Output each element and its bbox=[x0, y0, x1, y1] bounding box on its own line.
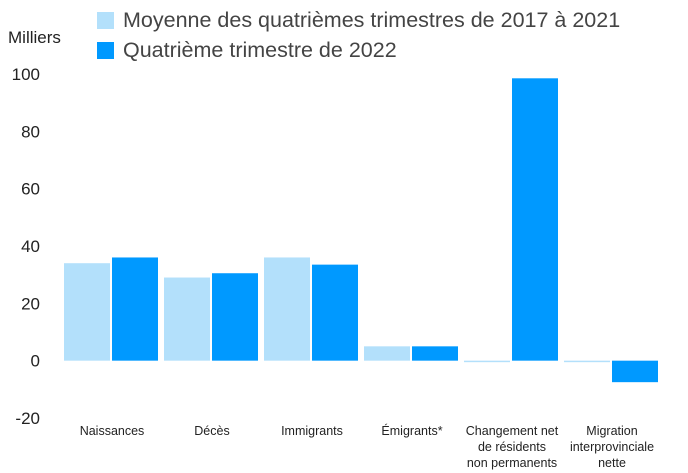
x-tick-label: Migration interprovinciale nette bbox=[570, 424, 654, 470]
y-tick-label: 20 bbox=[21, 294, 40, 313]
bar-series-1-category-3 bbox=[264, 257, 310, 361]
legend-item-series-1: Moyenne des quatrièmes trimestres de 201… bbox=[97, 5, 620, 35]
bar-series-1-category-6 bbox=[564, 360, 610, 363]
legend-label-series-1: Moyenne des quatrièmes trimestres de 201… bbox=[123, 7, 621, 32]
y-tick-label: 0 bbox=[31, 352, 40, 371]
y-tick-label: 80 bbox=[21, 122, 40, 141]
bar-series-1-category-2 bbox=[164, 277, 210, 361]
x-tick-label: Changement net de résidents non permanents bbox=[466, 424, 559, 470]
x-tick-label: Immigrants bbox=[281, 424, 343, 438]
bar-series-2-category-6 bbox=[612, 360, 658, 383]
y-tick-label: 40 bbox=[21, 237, 40, 256]
x-axis: Naissances Décès Immigrants Émigrants* Chang… bbox=[80, 423, 654, 470]
bar-series-2-category-2 bbox=[212, 273, 258, 361]
bars bbox=[64, 78, 658, 383]
y-tick-label: 60 bbox=[21, 180, 40, 199]
legend-label-series-2: Quatrième trimestre de 2022 bbox=[123, 37, 397, 62]
y-axis-title: Milliers bbox=[8, 28, 61, 47]
y-axis: -20 0 20 40 60 80 100 bbox=[12, 65, 40, 428]
y-tick-label: 100 bbox=[12, 65, 40, 84]
bar-series-2-category-4 bbox=[412, 346, 458, 361]
bar-series-1-category-5 bbox=[464, 360, 510, 363]
legend-swatch-series-1 bbox=[97, 11, 114, 29]
bar-series-1-category-4 bbox=[364, 346, 410, 361]
bar-series-1-category-1 bbox=[64, 263, 110, 361]
legend-item-series-2: Quatrième trimestre de 2022 bbox=[97, 35, 620, 65]
x-tick-label: Émigrants* bbox=[381, 423, 442, 438]
bar-series-2-category-1 bbox=[112, 257, 158, 361]
bar-series-2-category-5 bbox=[512, 78, 558, 361]
legend-swatch-series-2 bbox=[97, 41, 114, 59]
x-tick-label: Naissances bbox=[80, 424, 145, 438]
y-tick-label: -20 bbox=[15, 409, 40, 428]
x-tick-label: Décès bbox=[194, 424, 229, 438]
bar-series-2-category-3 bbox=[312, 264, 358, 361]
legend: Moyenne des quatrièmes trimestres de 201… bbox=[97, 5, 620, 65]
